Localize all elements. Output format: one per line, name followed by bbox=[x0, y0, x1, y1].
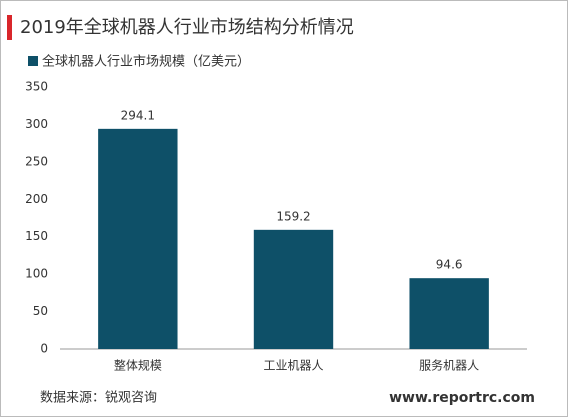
y-tick-label: 200 bbox=[25, 192, 48, 206]
bar bbox=[409, 278, 489, 349]
y-tick-label: 350 bbox=[25, 80, 48, 94]
value-label: 159.2 bbox=[276, 209, 310, 223]
bar bbox=[253, 229, 334, 349]
x-tick-label: 服务机器人 bbox=[419, 358, 479, 373]
chart-title: 2019年全球机器人行业市场结构分析情况 bbox=[20, 17, 354, 38]
x-tick-label: 整体规模 bbox=[114, 358, 162, 373]
value-label: 294.1 bbox=[121, 108, 155, 122]
legend-swatch bbox=[28, 56, 38, 66]
source: 数据来源：锐观咨询 bbox=[40, 391, 157, 406]
y-tick-label: 0 bbox=[40, 342, 48, 356]
legend-label: 全球机器人行业市场规模（亿美元） bbox=[42, 54, 250, 70]
x-tick-label: 工业机器人 bbox=[263, 359, 323, 373]
title-accent bbox=[7, 15, 12, 40]
watermark: www.reportrc.com bbox=[389, 390, 535, 406]
y-tick-label: 300 bbox=[25, 117, 48, 131]
y-tick-label: 50 bbox=[33, 304, 48, 318]
value-label: 94.6 bbox=[436, 258, 463, 272]
y-tick-label: 100 bbox=[25, 267, 48, 281]
y-tick-label: 150 bbox=[25, 229, 48, 243]
bar bbox=[98, 128, 178, 349]
y-tick-label: 250 bbox=[25, 154, 48, 168]
